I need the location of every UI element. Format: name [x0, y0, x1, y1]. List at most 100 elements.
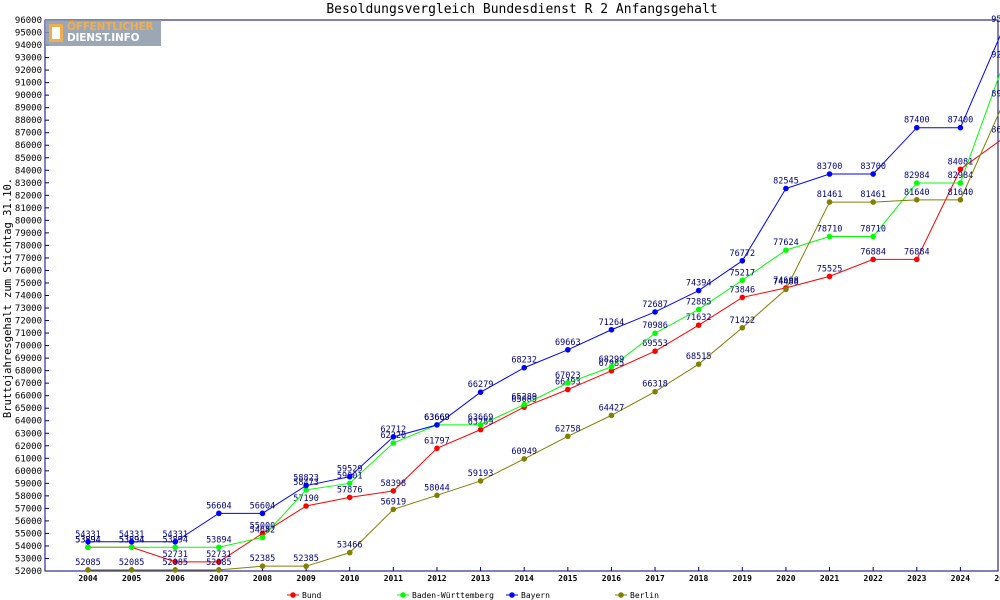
- y-tick-label: 57000: [15, 504, 42, 514]
- y-tick-label: 86000: [15, 141, 42, 151]
- y-tick-label: 92000: [15, 66, 42, 76]
- data-label: 63669: [468, 413, 494, 423]
- data-point: [565, 347, 571, 353]
- data-point: [128, 567, 135, 573]
- x-tick-label: 2010: [340, 574, 359, 583]
- y-tick-label: 60000: [15, 467, 42, 477]
- data-label: 74488: [773, 277, 799, 287]
- data-label: 62712: [381, 425, 407, 435]
- data-point: [957, 180, 964, 186]
- data-label: 78710: [817, 225, 843, 235]
- y-tick-label: 71000: [15, 329, 42, 339]
- data-label: 69553: [642, 339, 668, 349]
- data-label: 71264: [599, 318, 625, 328]
- data-point: [303, 503, 309, 509]
- data-point: [390, 488, 397, 494]
- data-label: 56919: [381, 497, 407, 507]
- data-point: [521, 364, 527, 371]
- brand-logo: ÖFFENTLICHER DIENST.INFO: [45, 20, 161, 46]
- data-label: 61797: [424, 436, 450, 446]
- x-tick-label: 2013: [471, 574, 490, 583]
- y-tick-label: 69000: [15, 354, 42, 364]
- y-tick-label: 53000: [15, 554, 42, 564]
- data-point: [303, 563, 309, 569]
- legend-item: Bayern: [506, 591, 550, 600]
- y-axis-label: Bruttojahresgehalt zum Stichtag 31.10.: [2, 178, 14, 418]
- data-point: [390, 434, 397, 440]
- data-label: 81640: [904, 188, 930, 198]
- data-point: [826, 273, 833, 280]
- x-tick-label: 2011: [384, 574, 403, 583]
- data-point: [565, 380, 571, 386]
- legend-swatch-marker: [400, 592, 406, 598]
- data-label: 83700: [817, 162, 843, 172]
- data-label: 52385: [250, 554, 276, 564]
- data-point: [870, 171, 876, 177]
- data-point: [913, 256, 920, 263]
- data-label: 86604: [991, 126, 1000, 136]
- series-lines: 5389453894527315273155000571905787658398…: [75, 15, 1000, 573]
- data-label: 54682: [250, 525, 276, 535]
- data-label: 87400: [948, 116, 974, 126]
- data-label: 59529: [337, 465, 363, 475]
- y-tick-label: 56000: [15, 517, 42, 527]
- data-point: [565, 386, 571, 393]
- y-tick-label: 65000: [15, 404, 42, 414]
- data-point: [826, 233, 833, 240]
- data-point: [913, 180, 920, 186]
- y-tick-label: 90000: [15, 91, 42, 101]
- y-tick-label: 87000: [15, 129, 42, 139]
- data-label: 76884: [860, 247, 886, 257]
- y-tick-label: 70000: [15, 342, 42, 352]
- data-point: [128, 539, 135, 545]
- legend-item: Bund: [287, 591, 321, 600]
- data-label: 58398: [381, 479, 407, 489]
- y-tick-label: 55000: [15, 529, 42, 539]
- logo-line-2: DIENST.INFO: [67, 32, 140, 44]
- data-label: 52731: [162, 550, 188, 560]
- data-point: [783, 185, 789, 192]
- legend-swatch-marker: [290, 592, 296, 598]
- legend-label: Bund: [302, 591, 321, 600]
- data-label: 52385: [293, 554, 319, 564]
- series-line: [88, 139, 1000, 563]
- data-point: [695, 322, 702, 328]
- data-label: 52085: [162, 558, 188, 568]
- data-label: 55000: [250, 521, 276, 531]
- y-tick-label: 96000: [15, 16, 42, 26]
- x-tick-label: 2005: [122, 574, 141, 583]
- x-axis: 2004 2005 2006 2007 2008 2009 2010 2011 2012 2013…: [78, 567, 1000, 583]
- series-line: [88, 34, 1000, 543]
- data-point: [172, 539, 179, 545]
- data-point: [216, 567, 222, 573]
- data-point: [346, 480, 353, 487]
- data-label: 81461: [817, 190, 843, 200]
- data-point: [477, 422, 484, 428]
- data-point: [652, 348, 658, 354]
- data-point: [85, 567, 91, 573]
- data-point: [739, 257, 746, 264]
- data-label: 72687: [642, 300, 668, 310]
- data-point: [521, 456, 527, 462]
- data-label: 58823: [293, 474, 319, 484]
- data-label: 92617: [991, 50, 1000, 60]
- y-tick-label: 79000: [15, 229, 42, 239]
- data-point: [259, 534, 266, 541]
- y-tick-label: 85000: [15, 154, 42, 164]
- data-label: 64427: [599, 403, 625, 413]
- y-tick-label: 59000: [15, 479, 42, 489]
- x-tick-label: 2012: [427, 574, 446, 583]
- data-label: 74394: [686, 279, 712, 289]
- data-label: 68232: [511, 356, 537, 366]
- data-point: [434, 492, 440, 499]
- data-point: [695, 287, 702, 294]
- legend-label: Bayern: [521, 591, 550, 600]
- y-tick-label: 88000: [15, 116, 42, 126]
- y-tick-label: 94000: [15, 41, 42, 51]
- x-tick-label: 2008: [253, 574, 272, 583]
- data-label: 67023: [555, 371, 581, 381]
- y-tick-label: 84000: [15, 166, 42, 176]
- data-label: 65089: [511, 395, 537, 405]
- y-tick-label: 62000: [15, 442, 42, 452]
- data-label: 54331: [162, 530, 188, 540]
